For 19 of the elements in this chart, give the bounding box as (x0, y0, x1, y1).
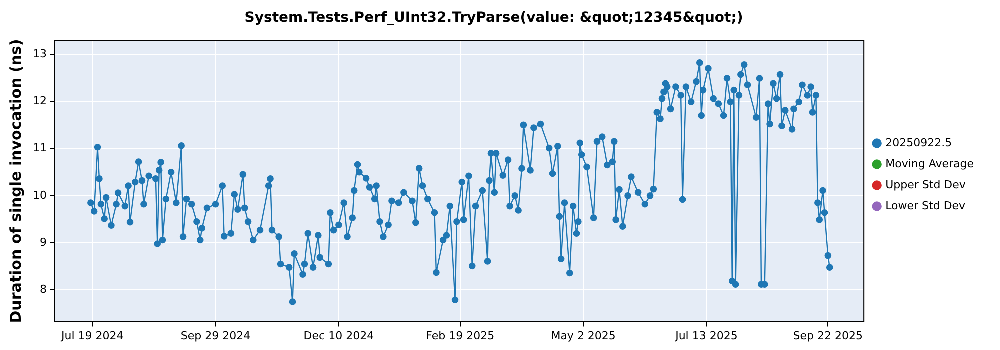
x-tick-label: Jul 13 2025 (674, 329, 738, 342)
y-tick-label: 9 (40, 236, 47, 249)
legend-label: 20250922.5 (886, 136, 952, 150)
x-tick-label: Jul 19 2024 (60, 329, 124, 342)
x-tick-label: Feb 19 2025 (426, 329, 495, 342)
y-axis-title: Duration of single invocation (ns) (6, 39, 25, 324)
x-tick-label: Dec 10 2024 (304, 329, 374, 342)
y-tick-label: 11 (32, 142, 47, 155)
y-tick-label: 8 (40, 283, 47, 296)
y-tick-label: 13 (32, 47, 47, 60)
y-tick-label: 12 (32, 94, 47, 108)
legend-label: Moving Average (886, 157, 974, 170)
x-tick-label: Sep 29 2024 (180, 329, 251, 342)
x-tick-label: Sep 22 2025 (793, 329, 864, 342)
chart-title: System.Tests.Perf_UInt32.TryParse(value: &quot;12345&quot;) (244, 10, 744, 26)
legend-label: Lower Std Dev (886, 199, 966, 212)
x-tick-label: May 2 2025 (551, 329, 616, 342)
legend-label: Upper Std Dev (886, 178, 966, 192)
y-tick-label: 10 (32, 188, 47, 202)
